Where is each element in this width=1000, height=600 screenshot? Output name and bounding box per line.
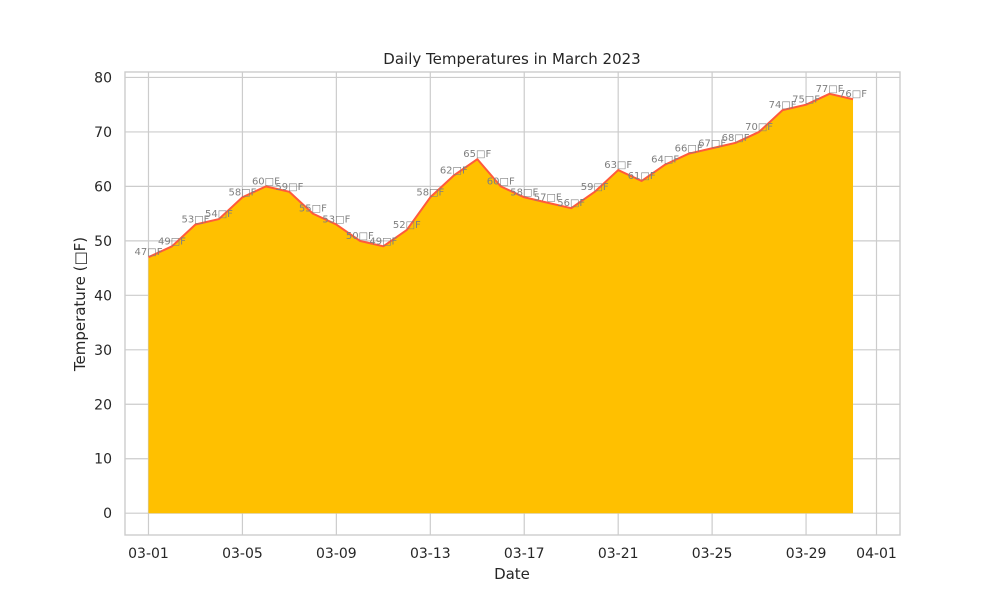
x-tick-label: 03-25 (692, 546, 733, 562)
x-tick-label: 03-13 (410, 546, 451, 562)
data-label: 47□F (135, 247, 163, 258)
x-tick-label: 03-21 (598, 546, 639, 562)
y-tick-label: 40 (94, 288, 112, 304)
plot-frame (124, 71, 901, 536)
x-tick-label: 03-09 (316, 546, 357, 562)
data-label: 53□F (181, 215, 209, 226)
y-tick-label: 60 (94, 179, 112, 195)
y-tick-label: 10 (94, 452, 112, 468)
axes-frame (124, 71, 901, 536)
tick-labels: 03-01 03-05 03-09 03-13 03-17 03-21 03-25 03-29… (94, 70, 897, 562)
data-label: 59□F (581, 182, 609, 193)
data-label: 49□F (369, 236, 397, 247)
data-label: 55□F (299, 204, 327, 215)
data-label: 60□F (487, 176, 515, 187)
data-labels: 47□F49□F53□F54□F58□F60□F59□F55□F53□F50□F… (135, 84, 868, 258)
data-label: 49□F (158, 236, 186, 247)
x-tick-label: 04-01 (856, 546, 897, 562)
y-axis-label: Temperature (□F) (71, 237, 89, 372)
data-label: 63□F (604, 160, 632, 171)
data-label: 70□F (745, 122, 773, 133)
data-label: 74□F (769, 100, 797, 111)
data-label: 50□F (346, 231, 374, 242)
chart-title: Daily Temperatures in March 2023 (383, 50, 640, 68)
y-tick-label: 50 (94, 234, 112, 250)
data-label: 52□F (393, 220, 421, 231)
data-label: 58□F (510, 187, 538, 198)
data-label: 60□F (252, 176, 280, 187)
data-label: 67□F (698, 138, 726, 149)
x-tick-label: 03-29 (786, 546, 827, 562)
data-label: 75□F (792, 95, 820, 106)
data-label: 77□F (816, 84, 844, 95)
data-label: 61□F (628, 171, 656, 182)
y-tick-label: 80 (94, 70, 112, 86)
data-label: 65□F (463, 149, 491, 160)
data-label: 58□F (416, 187, 444, 198)
data-label: 76□F (839, 89, 867, 100)
y-tick-label: 20 (94, 397, 112, 413)
y-tick-label: 70 (94, 125, 112, 141)
temperature-line (148, 92, 854, 259)
data-label: 66□F (675, 144, 703, 155)
data-label: 64□F (651, 155, 679, 166)
x-tick-label: 03-05 (222, 546, 263, 562)
data-label: 62□F (440, 165, 468, 176)
x-axis-label: Date (494, 565, 530, 583)
area-fill (148, 93, 854, 514)
data-label: 56□F (557, 198, 585, 209)
data-label: 59□F (275, 182, 303, 193)
data-label: 57□F (534, 193, 562, 204)
x-tick-label: 03-17 (504, 546, 545, 562)
data-label: 53□F (322, 215, 350, 226)
plot-area (148, 92, 854, 514)
y-tick-label: 0 (103, 506, 112, 522)
x-tick-label: 03-01 (128, 546, 169, 562)
data-label: 68□F (722, 133, 750, 144)
data-label: 58□F (228, 187, 256, 198)
y-tick-label: 30 (94, 343, 112, 359)
data-label: 54□F (205, 209, 233, 220)
